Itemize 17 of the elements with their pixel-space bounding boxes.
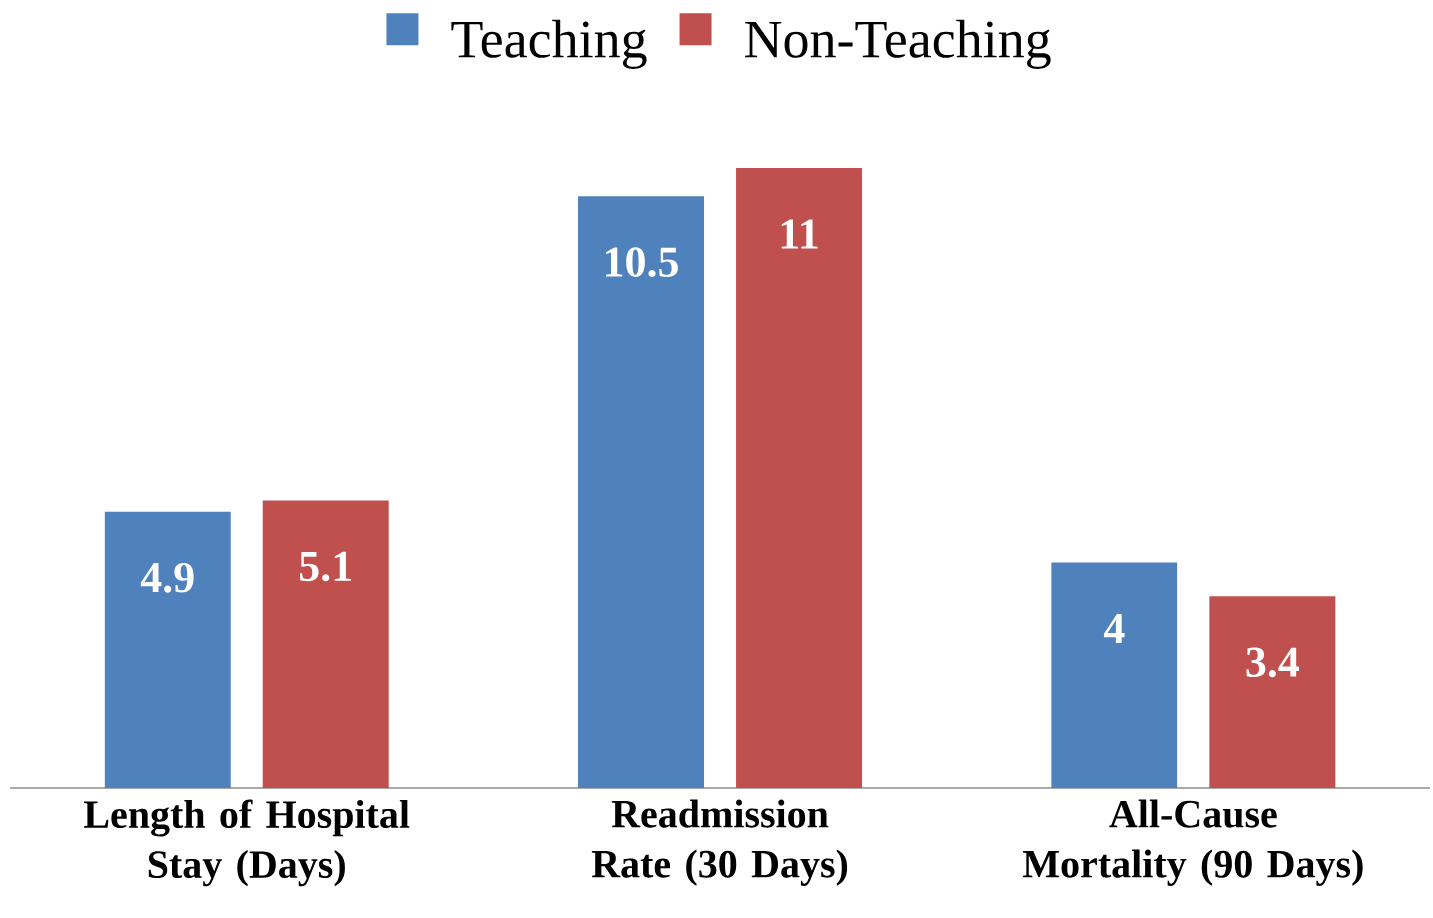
bar	[1209, 596, 1336, 788]
data-label: 11	[781, 219, 818, 249]
data-label: 3.4	[1246, 647, 1300, 678]
data-label: 4	[1103, 614, 1125, 644]
bar	[578, 196, 705, 788]
data-label: 10.5	[606, 247, 678, 278]
bar	[262, 500, 389, 788]
x-tick-label: Length of Hospital Stay (Days)	[84, 799, 410, 887]
bar	[104, 511, 231, 788]
bar	[1051, 562, 1178, 788]
x-tick-label: All-Cause Mortality (90 Days)	[1022, 799, 1363, 886]
legend-label: Teaching	[451, 19, 647, 69]
data-label: 4.9	[140, 562, 194, 593]
bar	[736, 167, 863, 788]
legend-label: Non-Teaching	[745, 19, 1051, 69]
data-label: 5.1	[299, 551, 351, 582]
x-tick-label: Readmission Rate (30 Days)	[591, 799, 848, 886]
